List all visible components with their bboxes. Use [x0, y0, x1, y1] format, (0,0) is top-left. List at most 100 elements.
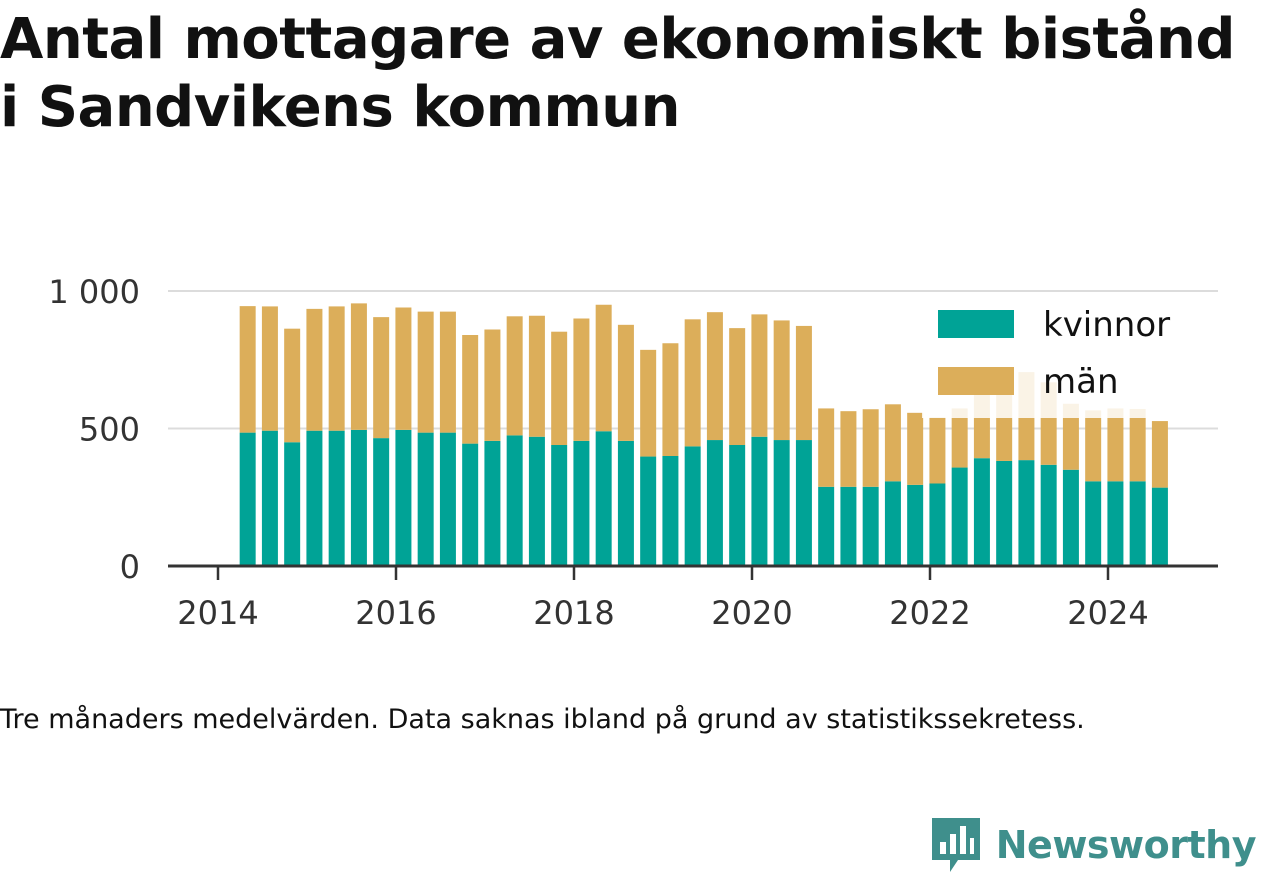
bar-kvinnor	[551, 445, 568, 566]
bar-man	[884, 404, 901, 482]
legend: kvinnor män	[922, 292, 1190, 418]
bar-man	[1129, 408, 1146, 482]
legend-label: män	[1043, 362, 1119, 402]
brand[interactable]: Newsworthy	[928, 815, 1257, 875]
bar-kvinnor	[907, 484, 924, 566]
bar-man	[239, 306, 256, 433]
bar-kvinnor	[617, 440, 634, 566]
chart-title: Antal mottagare av ekonomiskt bistånd i …	[0, 7, 1235, 140]
bar-kvinnor	[1062, 469, 1079, 566]
brand-name: Newsworthy	[995, 823, 1257, 867]
bar-chart-speech-bubble-icon	[931, 818, 980, 872]
bar-kvinnor	[573, 440, 590, 566]
bar-kvinnor	[1085, 481, 1102, 566]
legend-label: kvinnor	[1043, 305, 1170, 345]
bar-man	[350, 303, 367, 430]
bar-man	[907, 412, 924, 485]
bar-kvinnor	[506, 435, 523, 566]
y-tick-label: 0	[120, 548, 140, 586]
bar-man	[706, 312, 723, 441]
bar-man	[573, 318, 590, 441]
bar-man	[773, 320, 790, 441]
bar-man	[840, 411, 857, 487]
bar-man	[818, 408, 835, 487]
bar-kvinnor	[751, 436, 768, 566]
bar-kvinnor	[840, 486, 857, 566]
bars	[239, 303, 1168, 566]
bar-kvinnor	[1040, 464, 1057, 566]
bar-kvinnor	[951, 467, 968, 566]
bar-man	[617, 324, 634, 441]
bar-kvinnor	[484, 440, 501, 566]
x-tick-label: 2016	[355, 594, 436, 632]
bar-kvinnor	[395, 429, 412, 566]
y-tick-label: 1 000	[48, 273, 140, 311]
bar-man	[862, 409, 879, 487]
bar-man	[506, 316, 523, 436]
bar-man	[640, 349, 657, 457]
bar-man	[261, 306, 278, 431]
bar-man	[1062, 403, 1079, 470]
bar-kvinnor	[1129, 481, 1146, 566]
bar-kvinnor	[350, 429, 367, 566]
bar-kvinnor	[1151, 487, 1168, 566]
bar-kvinnor	[729, 445, 746, 566]
bar-man	[484, 329, 501, 441]
bar-kvinnor	[1107, 481, 1124, 566]
bar-kvinnor	[706, 440, 723, 566]
bar-man	[951, 408, 968, 468]
x-tick-label: 2014	[177, 594, 258, 632]
bar-kvinnor	[373, 438, 390, 566]
bar-kvinnor	[862, 486, 879, 566]
x-tick-label: 2020	[711, 594, 792, 632]
bar-man	[328, 306, 345, 431]
bar-kvinnor	[773, 440, 790, 566]
bar-kvinnor	[684, 446, 701, 566]
bar-kvinnor	[795, 440, 812, 566]
bar-man	[929, 417, 946, 484]
bar-man	[306, 308, 323, 431]
x-tick-label: 2018	[533, 594, 614, 632]
y-tick-label: 500	[79, 411, 140, 449]
bar-man	[795, 325, 812, 441]
bar-kvinnor	[973, 458, 990, 566]
bar-kvinnor	[417, 432, 434, 566]
bar-man	[284, 328, 301, 443]
bar-kvinnor	[261, 430, 278, 566]
footnote: Tre månaders medelvärden. Data saknas ib…	[0, 704, 1085, 735]
bar-man	[1151, 421, 1168, 488]
bar-kvinnor	[996, 460, 1013, 566]
bar-kvinnor	[884, 481, 901, 566]
bar-man	[1085, 410, 1102, 482]
bar-kvinnor	[528, 436, 545, 566]
bar-man	[528, 315, 545, 437]
bar-man	[395, 307, 412, 430]
legend-swatch	[938, 310, 1014, 338]
bar-kvinnor	[640, 456, 657, 566]
bar-man	[373, 317, 390, 439]
bar-man	[417, 311, 434, 433]
bar-kvinnor	[306, 430, 323, 566]
bar-man	[551, 331, 568, 445]
bar-man	[462, 335, 479, 444]
bar-man	[595, 304, 612, 432]
bar-kvinnor	[929, 483, 946, 566]
bar-kvinnor	[239, 432, 256, 566]
bar-man	[1107, 408, 1124, 482]
bar-kvinnor	[1018, 460, 1035, 566]
bar-man	[684, 319, 701, 447]
bar-kvinnor	[462, 443, 479, 566]
x-tick-label: 2024	[1067, 594, 1148, 632]
x-tick-label: 2022	[889, 594, 970, 632]
bar-kvinnor	[818, 486, 835, 566]
bar-kvinnor	[284, 442, 301, 566]
bar-man	[439, 311, 456, 433]
bar-man	[729, 328, 746, 445]
bar-man	[662, 343, 679, 456]
bar-kvinnor	[595, 431, 612, 566]
axes: 0 500 1 000 2014 2016 2018 2020 2022 2024	[48, 273, 1218, 632]
bar-kvinnor	[439, 432, 456, 566]
legend-swatch	[938, 367, 1014, 395]
bar-kvinnor	[328, 430, 345, 566]
